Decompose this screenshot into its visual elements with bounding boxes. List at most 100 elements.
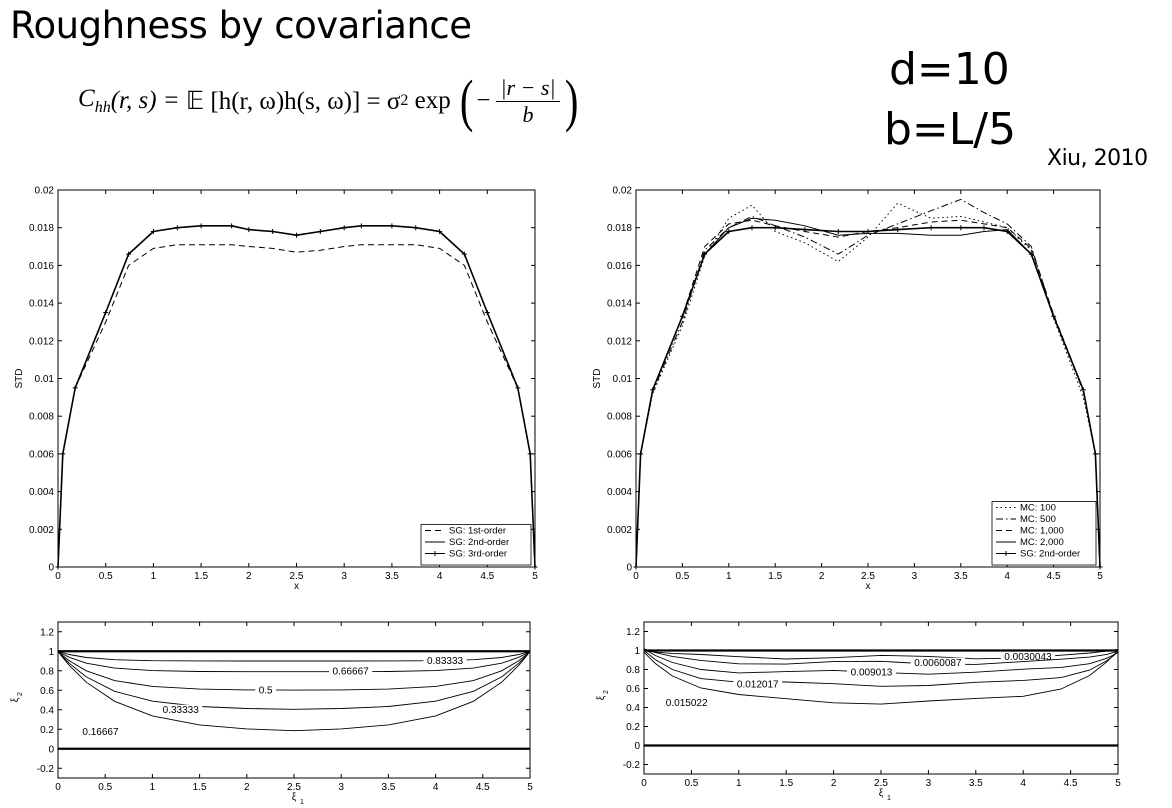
x-tick-label: 2.5 — [874, 778, 888, 789]
y-tick-label: 0.014 — [29, 299, 54, 310]
x-tick-label: 3.5 — [381, 782, 395, 793]
x-tick-label: 1.5 — [193, 782, 207, 793]
y-tick-label: 0.018 — [607, 223, 632, 234]
x-tick-label: 0.5 — [98, 782, 112, 793]
formula-lhs: Chh — [78, 85, 111, 116]
series-marker — [413, 225, 419, 231]
series-marker — [103, 310, 109, 316]
y-tick-label: 1.2 — [40, 627, 54, 638]
y-axis-label: STD — [14, 369, 25, 389]
series-marker — [270, 228, 276, 234]
formula-fraction: |r − s| b — [496, 75, 560, 128]
legend-label: MC: 500 — [1020, 514, 1056, 525]
y-tick-label: 0 — [48, 744, 54, 755]
contour-label: 0.83333 — [427, 656, 464, 667]
y-tick-label: 0.8 — [40, 666, 54, 677]
contour-label-bg — [847, 667, 896, 678]
x-axis-label: ξ — [879, 788, 884, 799]
y-tick-label: 0.006 — [607, 449, 632, 460]
y-tick-label: 1 — [48, 647, 54, 658]
series-marker — [461, 251, 467, 257]
x-tick-label: 0.5 — [99, 571, 113, 582]
x-tick-label: 2 — [819, 571, 825, 582]
y-axis-label-sub: 2 — [603, 690, 610, 694]
y-tick-label: 0.8 — [626, 665, 640, 676]
contour-chart-mc: 0 0.5 1 1.5 2 2.5 3 3.5 4 4.5 5-0.200.20.40.60.811… — [596, 621, 1121, 802]
contour-label-bg — [910, 657, 966, 668]
legend-label: MC: 100 — [1020, 503, 1056, 514]
y-tick-label: -0.2 — [623, 760, 641, 771]
contour-label: 0.66667 — [333, 667, 370, 678]
x-axis-label-sub: 1 — [887, 795, 891, 802]
contour-label-bg — [423, 656, 467, 666]
y-axis-label-sub: 2 — [17, 692, 24, 696]
y-tick-label: 0.2 — [626, 722, 640, 733]
x-tick-label: 2.5 — [290, 571, 304, 582]
legend-label: SG: 1st-order — [449, 526, 506, 537]
series-marker — [358, 223, 364, 229]
series-marker — [726, 228, 732, 234]
contour-line — [643, 649, 1119, 687]
contour-label-bg — [662, 697, 712, 708]
x-tick-label: 3.5 — [385, 571, 399, 582]
series-marker — [126, 251, 132, 257]
y-tick-label: 0.002 — [29, 525, 54, 536]
y-tick-label: 0.006 — [29, 449, 54, 460]
formula-args: (r, s) = — [110, 87, 186, 114]
legend-marker — [432, 551, 438, 556]
y-tick-label: 1.2 — [626, 627, 640, 638]
y-tick-label: 0.004 — [29, 487, 54, 498]
formula-sigma-power: 2 — [400, 92, 409, 109]
contour-label: 0.012017 — [737, 680, 779, 691]
y-tick-label: 0 — [48, 563, 54, 574]
contour-label-bg — [1000, 652, 1056, 663]
x-tick-label: 2.5 — [861, 571, 875, 582]
series-marker — [1097, 564, 1103, 570]
y-tick-label: 0.012 — [607, 336, 632, 347]
formula-minus: − — [476, 87, 491, 114]
y-tick-label: 0 — [634, 741, 640, 752]
contour-label-bg — [329, 666, 373, 677]
contour-label: 0.16667 — [82, 727, 119, 738]
x-tick-label: 1 — [736, 778, 742, 789]
contour-line — [57, 650, 531, 662]
series-marker — [72, 385, 78, 391]
contour-label: 0.015022 — [666, 698, 708, 709]
x-tick-label: 1 — [150, 782, 156, 793]
contour-line — [57, 650, 531, 691]
series-marker — [532, 564, 538, 570]
legend-label: SG: 2nd-order — [449, 537, 509, 548]
series-line — [57, 225, 536, 568]
y-tick-label: 0.4 — [626, 703, 640, 714]
series-line — [57, 224, 536, 568]
legend-box — [420, 524, 532, 566]
series-marker — [150, 228, 156, 234]
contour-line — [643, 648, 1119, 660]
plot-frame — [643, 621, 1119, 775]
series-marker — [1080, 387, 1086, 393]
x-tick-label: 1.5 — [194, 571, 208, 582]
y-tick-label: 0.012 — [29, 336, 54, 347]
contour-label-bg — [733, 679, 783, 690]
x-tick-label: 4.5 — [480, 571, 494, 582]
contour-chart-sg: 0 0.5 1 1.5 2 2.5 3 3.5 4 4.5 5-0.200.20.40.60.811… — [10, 621, 533, 806]
series-line — [57, 244, 536, 568]
slide-title: Roughness by covariance — [10, 4, 472, 47]
x-tick-label: 0 — [55, 571, 61, 582]
x-tick-label: 2 — [831, 778, 837, 789]
series-marker — [55, 564, 61, 570]
y-tick-label: 0.014 — [607, 299, 632, 310]
y-axis-label: ξ — [10, 697, 21, 702]
x-axis-label: ξ — [292, 792, 297, 803]
x-axis-label: x — [294, 581, 299, 592]
y-tick-label: 0.02 — [35, 186, 55, 197]
series-marker — [1028, 251, 1034, 257]
x-tick-label: 1.5 — [768, 571, 782, 582]
contour-line — [643, 649, 1119, 705]
series-marker — [802, 227, 808, 233]
y-tick-label: 0.016 — [29, 261, 54, 272]
series-marker — [928, 225, 934, 231]
series-marker — [389, 223, 395, 229]
series-marker — [638, 451, 644, 457]
legend-label: SG: 3rd-order — [449, 549, 507, 560]
